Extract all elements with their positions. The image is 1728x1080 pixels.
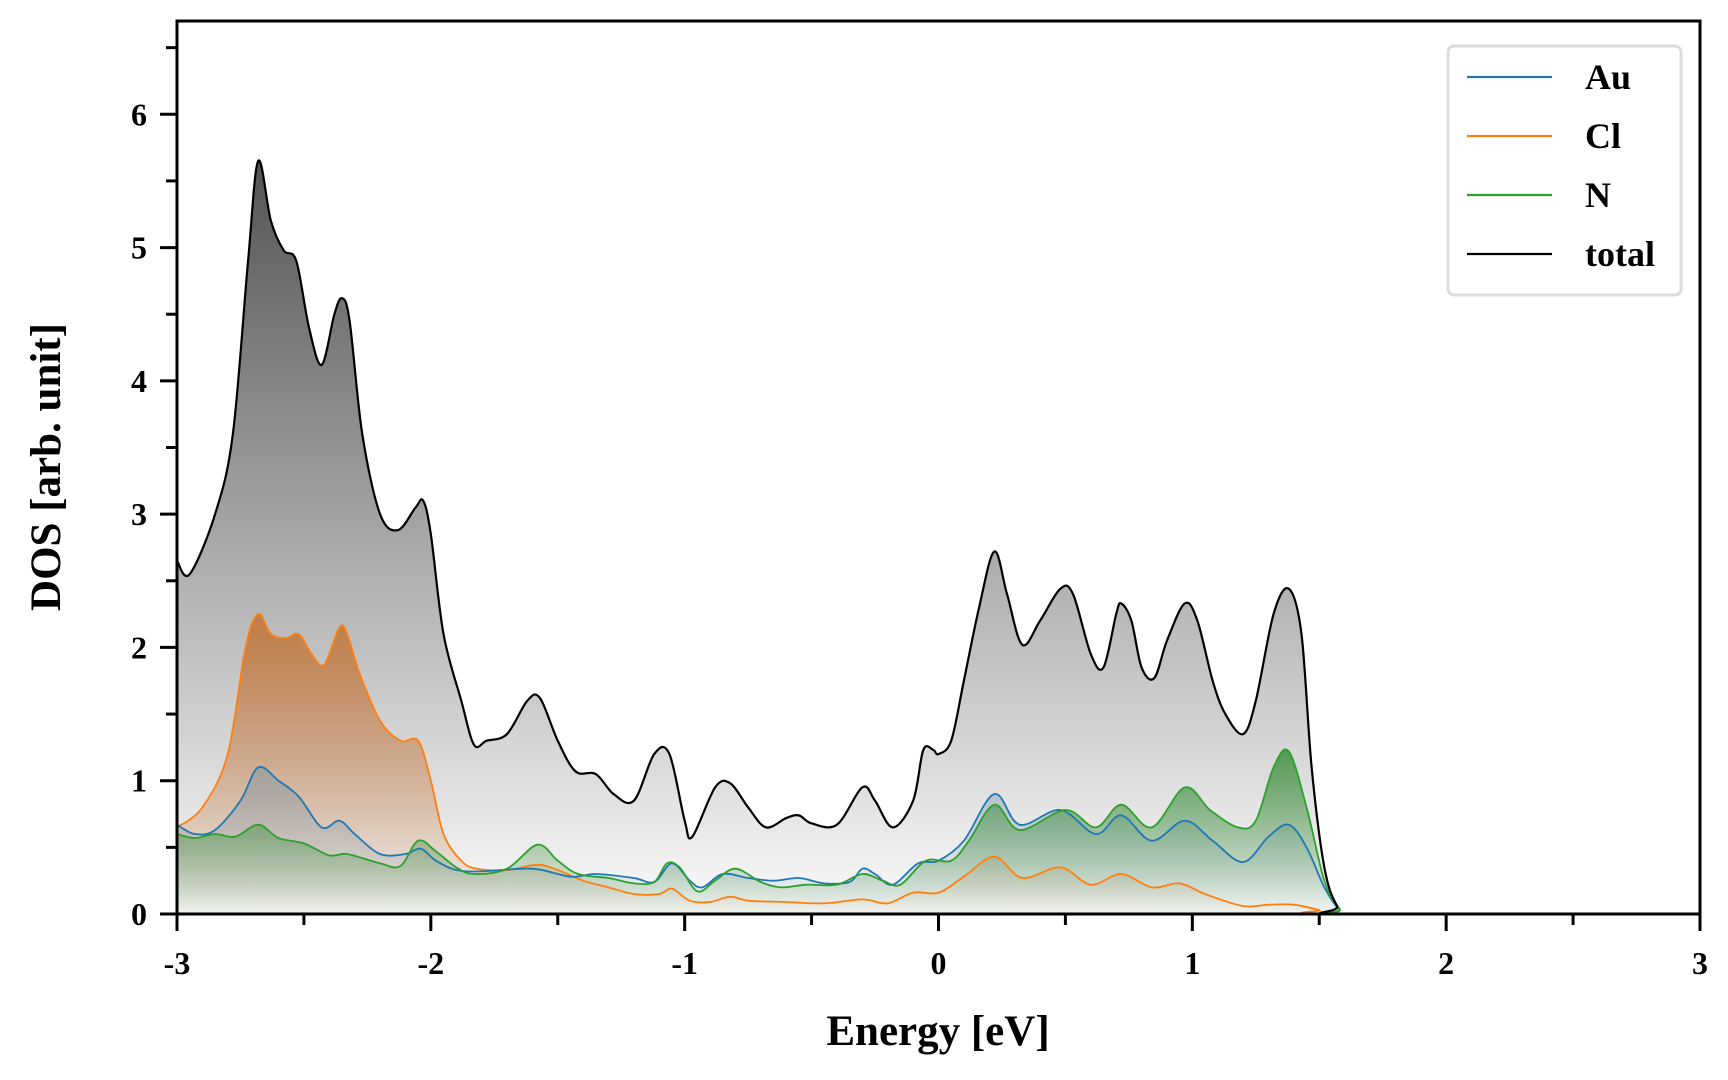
y-tick-label: 3 xyxy=(131,496,147,532)
legend-label-total: total xyxy=(1585,234,1655,274)
y-axis-label: DOS [arb. unit] xyxy=(23,323,70,611)
x-tick-label: 2 xyxy=(1438,945,1454,981)
legend-label-au: Au xyxy=(1585,57,1631,97)
y-tick-label: 6 xyxy=(131,96,147,132)
legend-label-n: N xyxy=(1585,175,1611,215)
y-axis-ticks: 0 1 2 3 4 5 6 xyxy=(131,46,177,932)
y-tick-label: 4 xyxy=(131,363,147,399)
y-tick-label: 0 xyxy=(131,896,147,932)
series-lines xyxy=(176,159,1700,916)
line-cl xyxy=(176,613,1700,915)
line-n xyxy=(176,748,1700,915)
x-tick-label: 3 xyxy=(1692,945,1708,981)
x-tick-label: -3 xyxy=(164,945,191,981)
fill-n xyxy=(177,749,1700,914)
y-tick-label: 5 xyxy=(131,230,147,266)
y-tick-label: 2 xyxy=(131,629,147,665)
x-tick-label: 0 xyxy=(931,945,947,981)
x-axis-label: Energy [eV] xyxy=(826,1008,1049,1055)
x-tick-label: 1 xyxy=(1184,945,1200,981)
x-tick-label: -1 xyxy=(671,945,698,981)
x-axis-ticks: -3 -2 -1 0 1 2 3 xyxy=(164,914,1708,981)
x-tick-label: -2 xyxy=(418,945,445,981)
line-au xyxy=(176,765,1700,915)
legend-box xyxy=(1446,44,1683,297)
line-total xyxy=(176,159,1700,916)
legend-label-cl: Cl xyxy=(1585,116,1621,156)
y-tick-label: 1 xyxy=(131,763,147,799)
